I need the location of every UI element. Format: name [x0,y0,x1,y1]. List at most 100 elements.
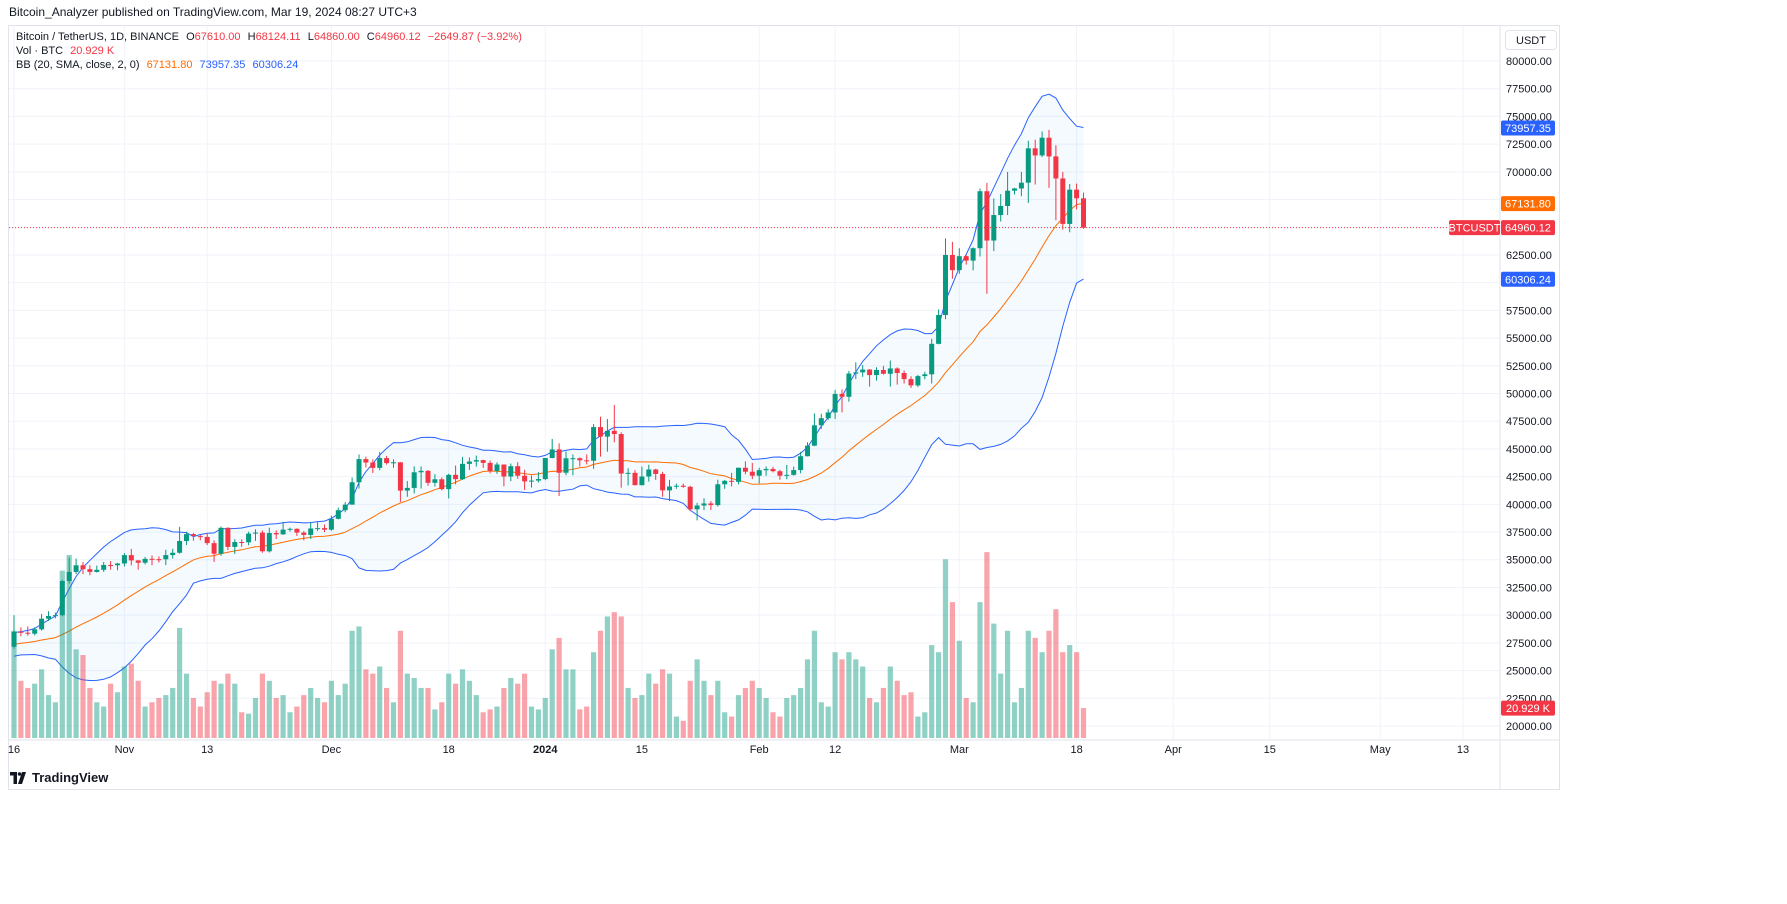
legend-high-group: H68124.11 [248,31,301,43]
brand-name: TradingView [32,770,109,785]
candle-body [770,468,776,472]
bb-mid-badge [1501,196,1555,212]
candle-body [411,472,417,488]
volume-bar [984,552,990,738]
volume-bar [832,652,838,738]
candle-body [115,563,120,566]
candle-body [211,543,217,554]
currency-unit-button[interactable]: USDT [1505,30,1557,50]
candle-body [687,486,693,510]
candle-body [639,476,645,486]
price-tick-label: 77500.00 [1506,84,1552,96]
candle-body [591,427,597,461]
candle-body [998,205,1004,216]
volume-bar [735,695,742,738]
volume-bar [687,680,693,738]
publisher-line: Bitcoin_Analyzer published on TradingVie… [9,5,417,19]
volume-bar [370,673,376,738]
legend-close-label: C [366,31,375,43]
candle-body [673,485,679,487]
candle-body [128,555,134,561]
volume-bar [18,680,24,738]
legend-close-group: C64960.12 [367,31,421,43]
volume-badge [1501,700,1555,716]
candle-body [1025,148,1031,183]
volume-bar [949,602,955,738]
candle-body [1067,189,1073,224]
legend-bb-upper: 73957.35 [199,59,246,71]
volume-bar [128,663,134,738]
volume-bar [591,652,597,738]
volume-bar [722,712,728,738]
candle-body [680,485,686,487]
volume-bar [315,697,321,738]
candle-body [887,368,893,374]
candle-body [1046,137,1052,157]
volume-bar [970,702,976,738]
volume-bar [163,695,169,738]
candle-body [156,559,162,561]
volume-bar [811,630,817,738]
candle-body [1005,190,1011,206]
volume-bar [1067,645,1073,738]
candle-body [494,464,500,471]
candle-body [729,480,735,482]
time-tick-label: 12 [829,744,841,756]
candle-body [515,466,521,476]
volume-bar [1032,637,1038,738]
volume-bar [860,666,866,738]
volume-bar [653,683,659,738]
volume-bar [846,652,852,738]
volume-bar [618,616,624,738]
volume-bar [1074,652,1080,738]
volume-bar [867,697,873,738]
candle-body [632,472,638,486]
volume-bar [335,695,341,738]
candle-body [522,475,528,482]
legend-symbol: Bitcoin / TetherUS, 1D, BINANCE [16,31,180,43]
volume-bar [673,716,679,738]
candle-body [1074,189,1080,199]
candle-body [646,469,652,477]
legend-volume-label: Vol · BTC [16,45,64,57]
candle-body [432,479,438,483]
candle-body [549,449,555,458]
chart-pane[interactable] [8,25,1560,790]
legend-bb-row: BB (20, SMA, close, 2, 0) 67131.80 73957… [16,59,302,71]
candle-body [908,379,914,386]
volume-bar [239,712,245,738]
candle-body [970,248,976,261]
candle-body [894,368,900,373]
candle-body [101,564,107,570]
bb-lower-badge [1501,271,1555,287]
volume-bar [563,669,569,738]
candle-body [335,510,341,519]
volume-bar [584,706,590,738]
volume-bar [894,680,900,738]
candle-body [756,470,762,476]
tradingview-logo[interactable]: TradingView [10,770,108,785]
candle-body [1081,198,1086,228]
legend-bb-label: BB (20, SMA, close, 2, 0) [16,59,140,71]
volume-bar [991,623,997,738]
time-tick-label: Feb [750,744,769,756]
candle-body [749,471,755,476]
candle-body [59,581,65,616]
volume-bar [839,659,845,738]
volume-bar [177,627,183,738]
candle-body [170,552,176,556]
volume-bar [59,570,65,738]
volume-bar [770,712,776,738]
volume-bar [756,687,762,738]
candle-body [94,569,100,572]
price-tick-label: 72500.00 [1506,139,1552,151]
volume-bar [535,709,541,738]
candle-body [708,503,714,506]
volume-bar [660,669,666,738]
volume-bar [763,697,769,738]
price-tick-label: 37500.00 [1506,527,1552,539]
volume-bar [528,706,535,738]
candle-body [190,534,196,537]
candle-body [308,528,314,535]
